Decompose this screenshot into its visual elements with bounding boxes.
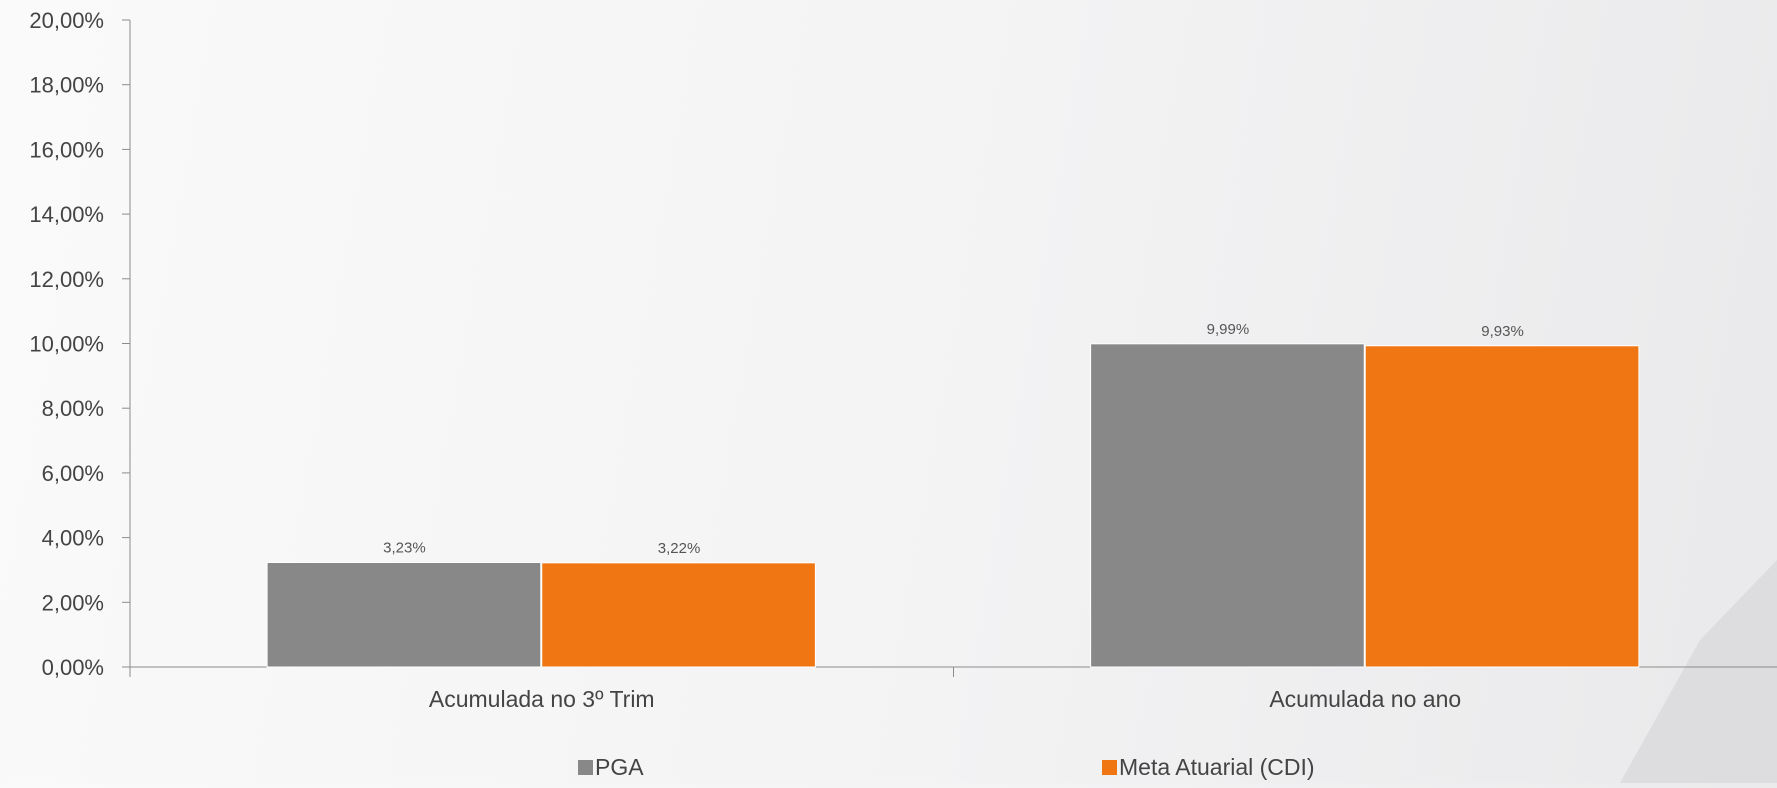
y-tick-label: 14,00% [29,202,104,227]
y-tick-label: 12,00% [29,267,104,292]
legend-label: PGA [595,754,644,780]
y-tick-label: 8,00% [42,396,104,421]
legend-swatch [578,760,593,775]
legend-label: Meta Atuarial (CDI) [1119,754,1315,780]
y-tick-label: 2,00% [42,590,104,615]
corner-decoration [1620,560,1777,783]
y-tick-label: 10,00% [29,332,104,357]
bar [1090,343,1365,668]
x-category-label: Acumulada no ano [1269,686,1461,712]
bar [266,562,542,668]
x-category-label: Acumulada no 3º Trim [429,686,655,712]
y-tick-label: 6,00% [42,461,104,486]
bar-data-label: 9,93% [1481,323,1524,340]
bar [541,562,816,668]
y-tick-label: 4,00% [42,526,104,551]
y-tick-label: 20,00% [29,8,104,33]
bar [1364,345,1640,668]
bar-data-label: 9,99% [1207,321,1250,338]
y-tick-label: 0,00% [42,655,104,680]
y-tick-label: 18,00% [29,73,104,98]
bar-data-label: 3,23% [383,540,426,557]
y-tick-label: 16,00% [29,137,104,162]
legend-swatch [1102,760,1117,775]
bar-data-label: 3,22% [658,540,701,557]
